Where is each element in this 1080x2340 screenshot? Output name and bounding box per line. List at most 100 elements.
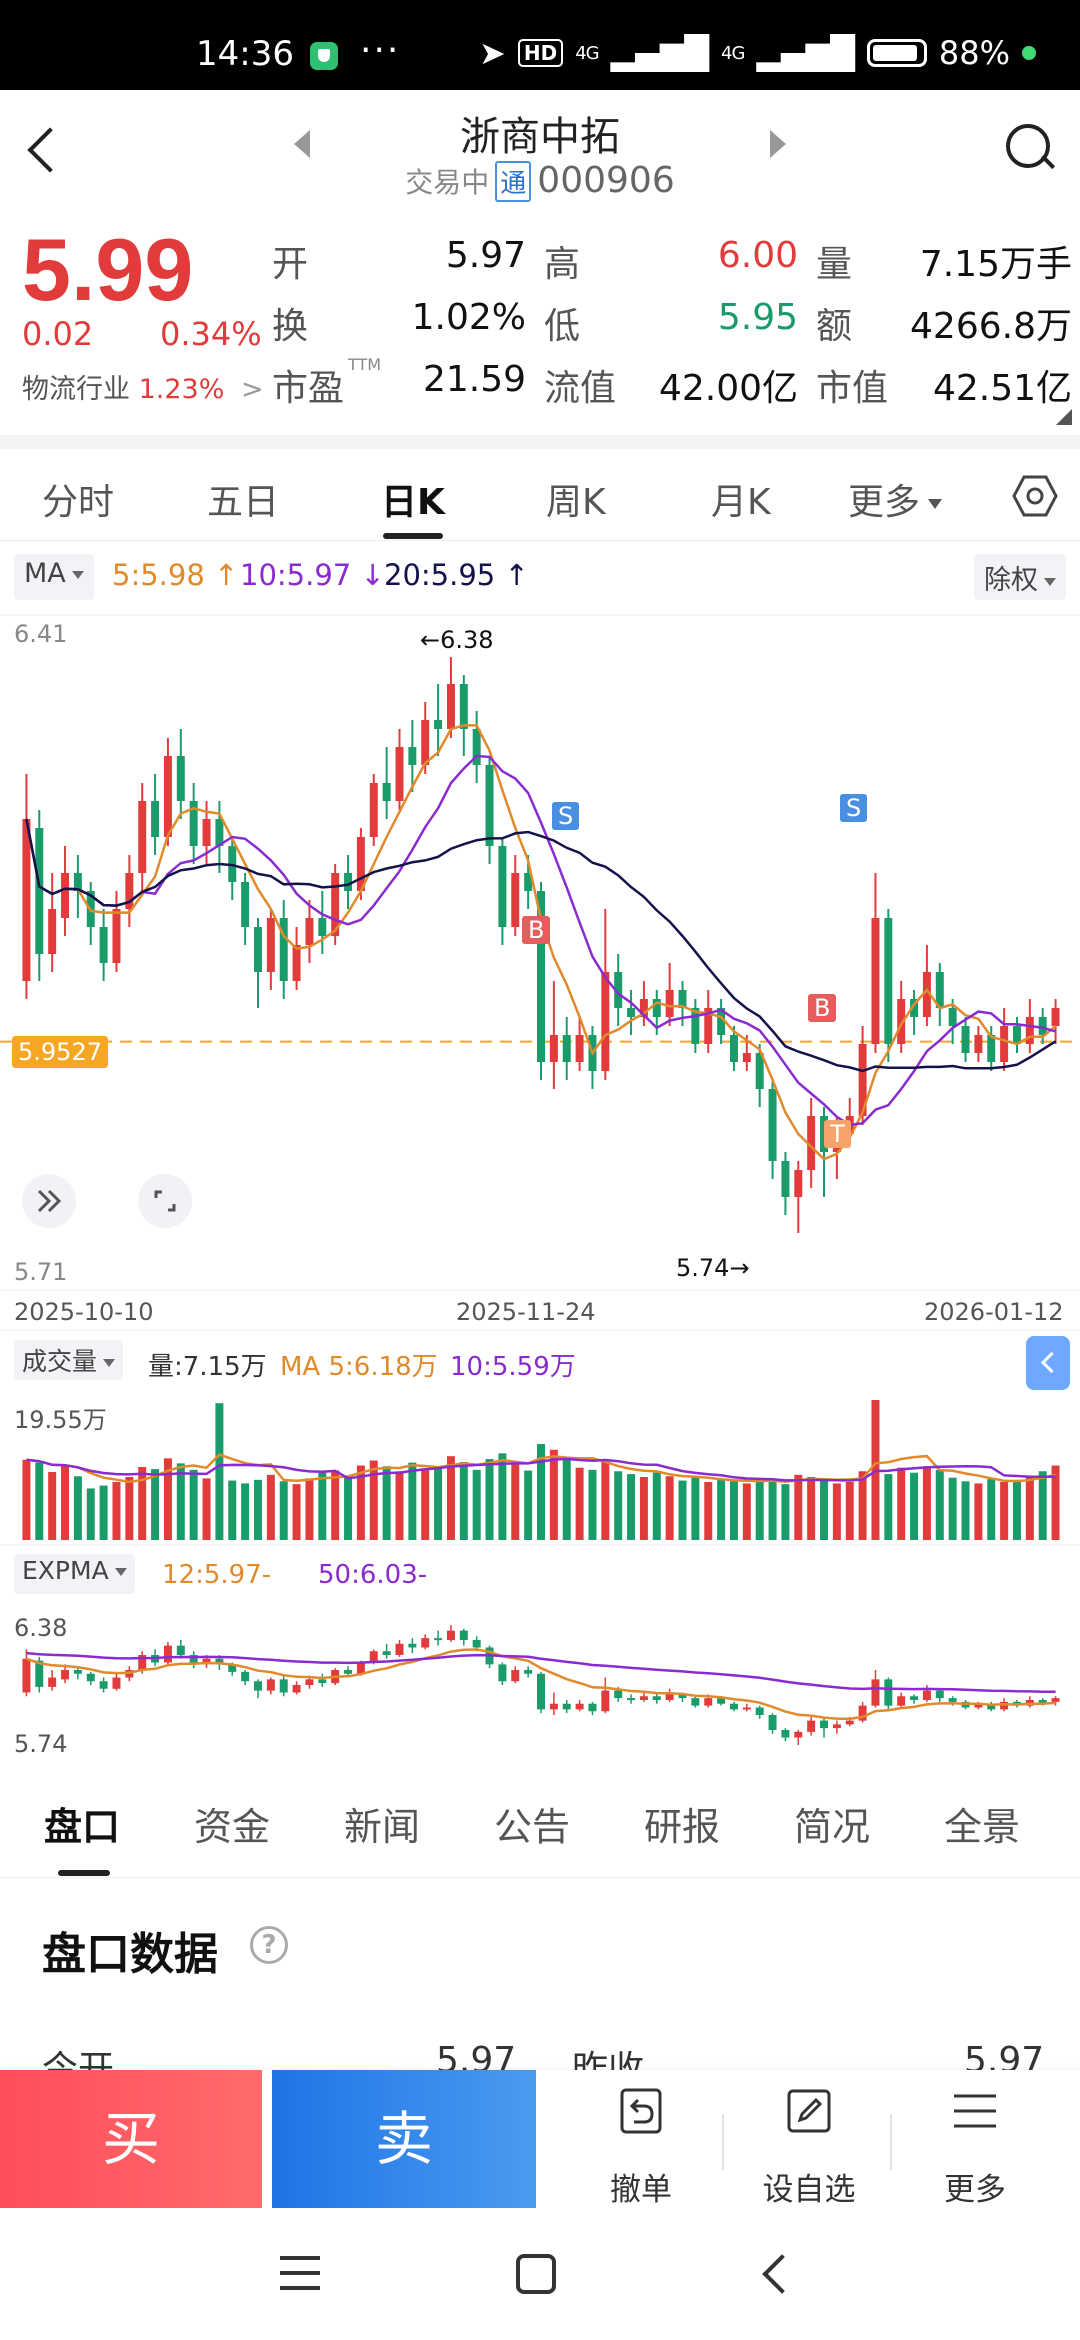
indicator-selector[interactable]: MA [14, 554, 94, 600]
candle-body [639, 999, 648, 1017]
kline-chart[interactable] [0, 0, 1080, 1770]
sell-button[interactable]: 卖 [272, 2070, 536, 2208]
volume-bar [382, 1466, 391, 1540]
volume-bar [935, 1469, 944, 1540]
expma-candle-body [318, 1679, 327, 1684]
volume-bar [22, 1459, 31, 1540]
volume-bar [292, 1484, 301, 1540]
battery-level: 88% [938, 34, 1010, 72]
add-watchlist-label: 设自选 [762, 2172, 856, 2208]
volume-bar [498, 1453, 507, 1540]
signal-sell-marker-2[interactable]: S [840, 794, 868, 822]
expand-corner-icon[interactable] [1056, 409, 1072, 425]
expma-candle-body [279, 1679, 288, 1693]
volume-bar [884, 1474, 893, 1540]
volume-bar [408, 1462, 417, 1540]
prev-stock-arrow-icon[interactable] [294, 130, 310, 158]
tab-daily-k[interactable]: 日K [381, 482, 445, 523]
add-watchlist-button[interactable]: 设自选 [734, 2070, 884, 2208]
fast-forward-button[interactable] [22, 1174, 76, 1228]
volume-selector[interactable]: 成交量 [14, 1340, 124, 1380]
ma5-value: 5:5.98 ↑ [112, 558, 239, 592]
expma-candle-body [112, 1677, 121, 1689]
tab-overview[interactable]: 全景 [944, 1805, 1021, 1849]
expma-candle-body [884, 1679, 893, 1706]
tab-order-book[interactable]: 盘口 [44, 1805, 121, 1849]
tab-weekly-k[interactable]: 周K [546, 482, 606, 523]
signal-sell-marker[interactable]: S [552, 802, 580, 830]
candle-body [48, 909, 57, 954]
expma-selector[interactable]: EXPMA [14, 1554, 135, 1594]
home-icon[interactable] [516, 2254, 556, 2294]
candle-body [871, 918, 880, 1044]
tab-profile[interactable]: 简况 [794, 1805, 871, 1849]
recent-apps-icon[interactable] [280, 2256, 320, 2292]
tab-five-day[interactable]: 五日 [207, 482, 280, 523]
ma-legend: MA 5:5.98 ↑ 10:5.97 ↓ 20:5.95 ↑ 除权 [0, 548, 1080, 608]
expma-candle-body [305, 1679, 314, 1685]
volume-bar [202, 1478, 211, 1540]
signal-buy-marker-2[interactable]: B [808, 994, 837, 1022]
tab-intraday[interactable]: 分时 [42, 482, 115, 523]
nav-back-icon[interactable] [762, 2254, 802, 2294]
volume-bar [163, 1458, 172, 1540]
tab-announcements[interactable]: 公告 [494, 1805, 571, 1849]
expma-candle-body [382, 1651, 391, 1655]
signal-t-marker[interactable]: T [824, 1120, 851, 1148]
volume-bar [228, 1480, 237, 1540]
tab-monthly-k[interactable]: 月K [711, 473, 771, 525]
candle-body [369, 783, 378, 837]
help-icon[interactable]: ? [250, 1926, 288, 1964]
fullscreen-button[interactable] [138, 1174, 192, 1228]
settings-hexagon-icon[interactable] [1012, 473, 1058, 519]
candle-body [408, 747, 417, 765]
volume-bar [858, 1471, 867, 1540]
tab-news[interactable]: 新闻 [344, 1805, 421, 1849]
more-actions-button[interactable]: 更多 [900, 2070, 1050, 2208]
last-price: 5.99 [22, 220, 194, 319]
expma12-line [26, 1648, 1056, 1721]
candle-body [678, 990, 687, 1008]
candle-body [292, 945, 301, 981]
signal-buy-marker[interactable]: B [522, 916, 551, 944]
stock-subline: 交易中通 000906 [0, 160, 1080, 202]
volume-bar [112, 1481, 121, 1540]
tab-more[interactable]: 更多 [848, 473, 943, 525]
candle-body [112, 909, 121, 963]
volume-bar [845, 1481, 854, 1540]
candle-body [266, 918, 275, 972]
expma-candle-body [562, 1703, 571, 1710]
tab-capital[interactable]: 资金 [194, 1805, 271, 1849]
cancel-order-button[interactable]: 撤单 [566, 2070, 716, 2208]
expma-candle-body [99, 1681, 108, 1689]
quote-value: 21.59 [422, 359, 526, 400]
candle-body [729, 1035, 738, 1062]
current-price-tag: 5.9527 [12, 1036, 108, 1068]
candle-body [524, 873, 533, 891]
candle-body [717, 1008, 726, 1035]
signal-bars-icon: ▂▄▆█ [610, 34, 710, 72]
expma-candle-body [742, 1707, 751, 1710]
volume-bar [1038, 1471, 1047, 1540]
candle-body [344, 873, 353, 891]
expma-candle-body [1051, 1698, 1060, 1702]
candle-body [395, 747, 404, 801]
volume-bar [729, 1481, 738, 1540]
expma-candle-body [86, 1673, 95, 1682]
side-panel-toggle[interactable] [1026, 1336, 1070, 1390]
next-stock-arrow-icon[interactable] [770, 130, 786, 158]
active-tab-underline [383, 533, 443, 539]
expma-candle-body [575, 1703, 584, 1710]
search-icon[interactable] [1002, 120, 1058, 180]
volume-bar [974, 1483, 983, 1540]
tab-research[interactable]: 研报 [644, 1805, 721, 1849]
expma-candle-body [189, 1655, 198, 1665]
industry-link[interactable]: 物流行业 1.23% > [22, 367, 264, 406]
period-tabs: 分时 五日 日K 周K 月K 更多 [0, 449, 1080, 541]
expma-candle-body [228, 1664, 237, 1672]
expma-candle-body [369, 1651, 378, 1663]
volume-bar [742, 1483, 751, 1540]
volume-bar [472, 1469, 481, 1540]
buy-button[interactable]: 买 [0, 2070, 262, 2208]
adjust-selector[interactable]: 除权 [974, 554, 1066, 600]
